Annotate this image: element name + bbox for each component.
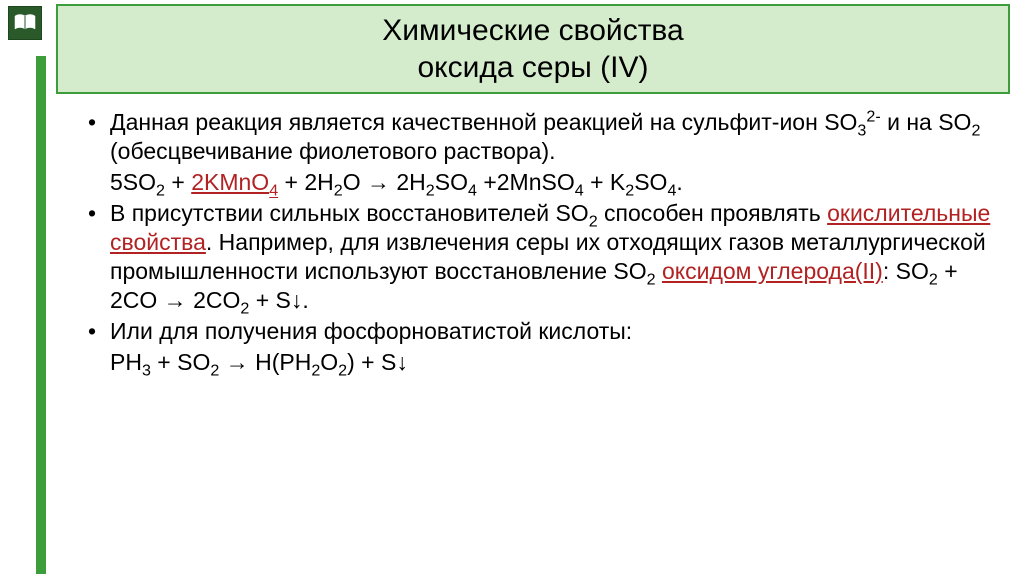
bullet-item: Данная реакция является качественной реа… xyxy=(82,108,1002,166)
title-line-1: Химические свойства xyxy=(382,12,683,50)
title-line-2: оксида серы (IV) xyxy=(417,49,648,87)
slide-content: Данная реакция является качественной реа… xyxy=(82,108,1002,379)
inline-link[interactable]: оксидом углерода(II) xyxy=(662,258,883,284)
bullet-item: В присутствии сильных восстановителей SO… xyxy=(82,199,1002,315)
equation-line: 5SO2 + 2KMnO4 + 2H2O → 2H2SO4 +2MnSO4 + … xyxy=(82,168,1002,197)
slide-title-box: Химические свойства оксида серы (IV) xyxy=(56,4,1010,94)
inline-link[interactable]: 4 xyxy=(269,182,278,200)
equation-line: PH3 + SO2 → H(PH2O2) + S↓ xyxy=(82,348,1002,377)
inline-link[interactable]: 2KMnO xyxy=(191,169,269,195)
bullet-item: Или для получения фосфорноватистой кисло… xyxy=(82,317,1002,346)
book-icon xyxy=(8,6,42,40)
left-accent-bar xyxy=(36,56,46,574)
